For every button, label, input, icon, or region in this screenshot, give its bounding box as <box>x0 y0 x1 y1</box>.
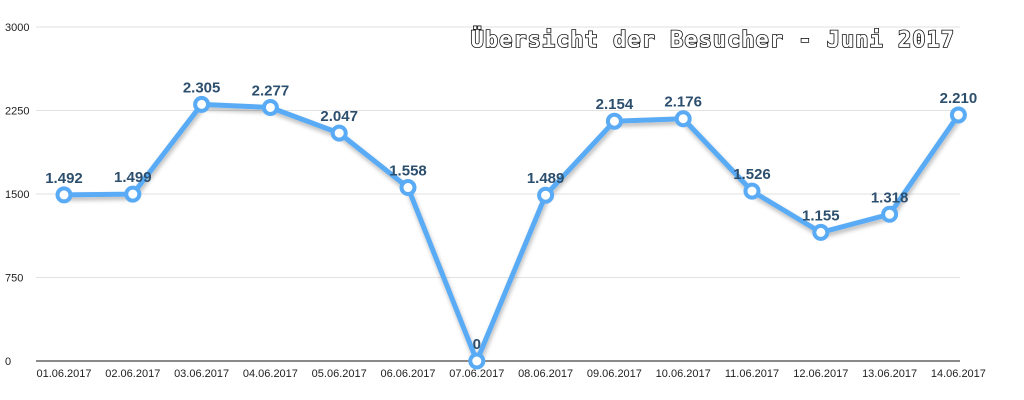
data-label: 0 <box>473 336 481 353</box>
y-tick-label: 3000 <box>5 22 29 34</box>
data-point <box>193 95 211 113</box>
data-label: 2.176 <box>664 94 702 111</box>
x-axis: 01.06.2017 02.06.2017 03.06.2017 04.06.2017… <box>36 368 985 380</box>
data-point <box>330 124 348 142</box>
data-point <box>124 185 142 203</box>
data-point <box>55 186 73 204</box>
data-point <box>949 106 967 124</box>
data-label: 1.492 <box>45 170 83 187</box>
data-point <box>399 179 417 197</box>
x-tick-label: 06.06.2017 <box>380 368 435 380</box>
y-tick-label: 750 <box>5 273 23 285</box>
x-tick-label: 05.06.2017 <box>312 368 367 380</box>
x-tick-label: 11.06.2017 <box>725 368 779 380</box>
x-tick-label: 13.06.2017 <box>862 368 917 380</box>
series-line <box>61 101 961 364</box>
data-point <box>812 223 830 241</box>
data-point <box>605 112 623 130</box>
data-label: 1.558 <box>389 163 427 180</box>
chart-title: Übersicht der Besucher - Juni 2017 <box>471 27 955 53</box>
data-point <box>881 205 899 223</box>
data-point <box>261 98 279 116</box>
data-point <box>468 352 486 370</box>
data-label: 2.047 <box>320 108 358 125</box>
data-label: 2.210 <box>940 90 978 107</box>
x-tick-label: 02.06.2017 <box>105 368 160 380</box>
x-tick-label: 10.06.2017 <box>656 368 711 380</box>
data-label: 2.277 <box>252 82 290 99</box>
data-point <box>743 182 761 200</box>
x-tick-label: 01.06.2017 <box>36 368 91 380</box>
data-points <box>55 95 967 370</box>
x-tick-label: 09.06.2017 <box>587 368 642 380</box>
x-tick-label: 12.06.2017 <box>793 368 848 380</box>
x-tick-label: 14.06.2017 <box>931 368 986 380</box>
data-label: 1.318 <box>871 189 909 206</box>
data-labels: 1.492 1.499 2.305 2.277 2.047 1.558 0 1.489 2.15… <box>45 79 977 353</box>
x-tick-label: 07.06.2017 <box>449 368 504 380</box>
data-point <box>537 186 555 204</box>
y-tick-label: 2250 <box>5 106 29 118</box>
y-tick-label: 0 <box>5 356 11 368</box>
x-tick-label: 04.06.2017 <box>243 368 298 380</box>
data-label: 1.489 <box>527 170 565 187</box>
data-label: 2.154 <box>596 96 634 113</box>
y-axis: 0 750 1500 2250 3000 <box>5 22 29 368</box>
data-label: 1.155 <box>802 207 840 224</box>
series-line-path <box>61 101 961 364</box>
y-tick-label: 1500 <box>5 189 29 201</box>
data-label: 1.526 <box>733 166 771 183</box>
data-label: 1.499 <box>114 169 152 186</box>
data-point <box>674 110 692 128</box>
data-label: 2.305 <box>183 79 221 96</box>
gridlines <box>36 26 960 362</box>
x-tick-label: 03.06.2017 <box>174 368 229 380</box>
x-tick-label: 08.06.2017 <box>518 368 573 380</box>
